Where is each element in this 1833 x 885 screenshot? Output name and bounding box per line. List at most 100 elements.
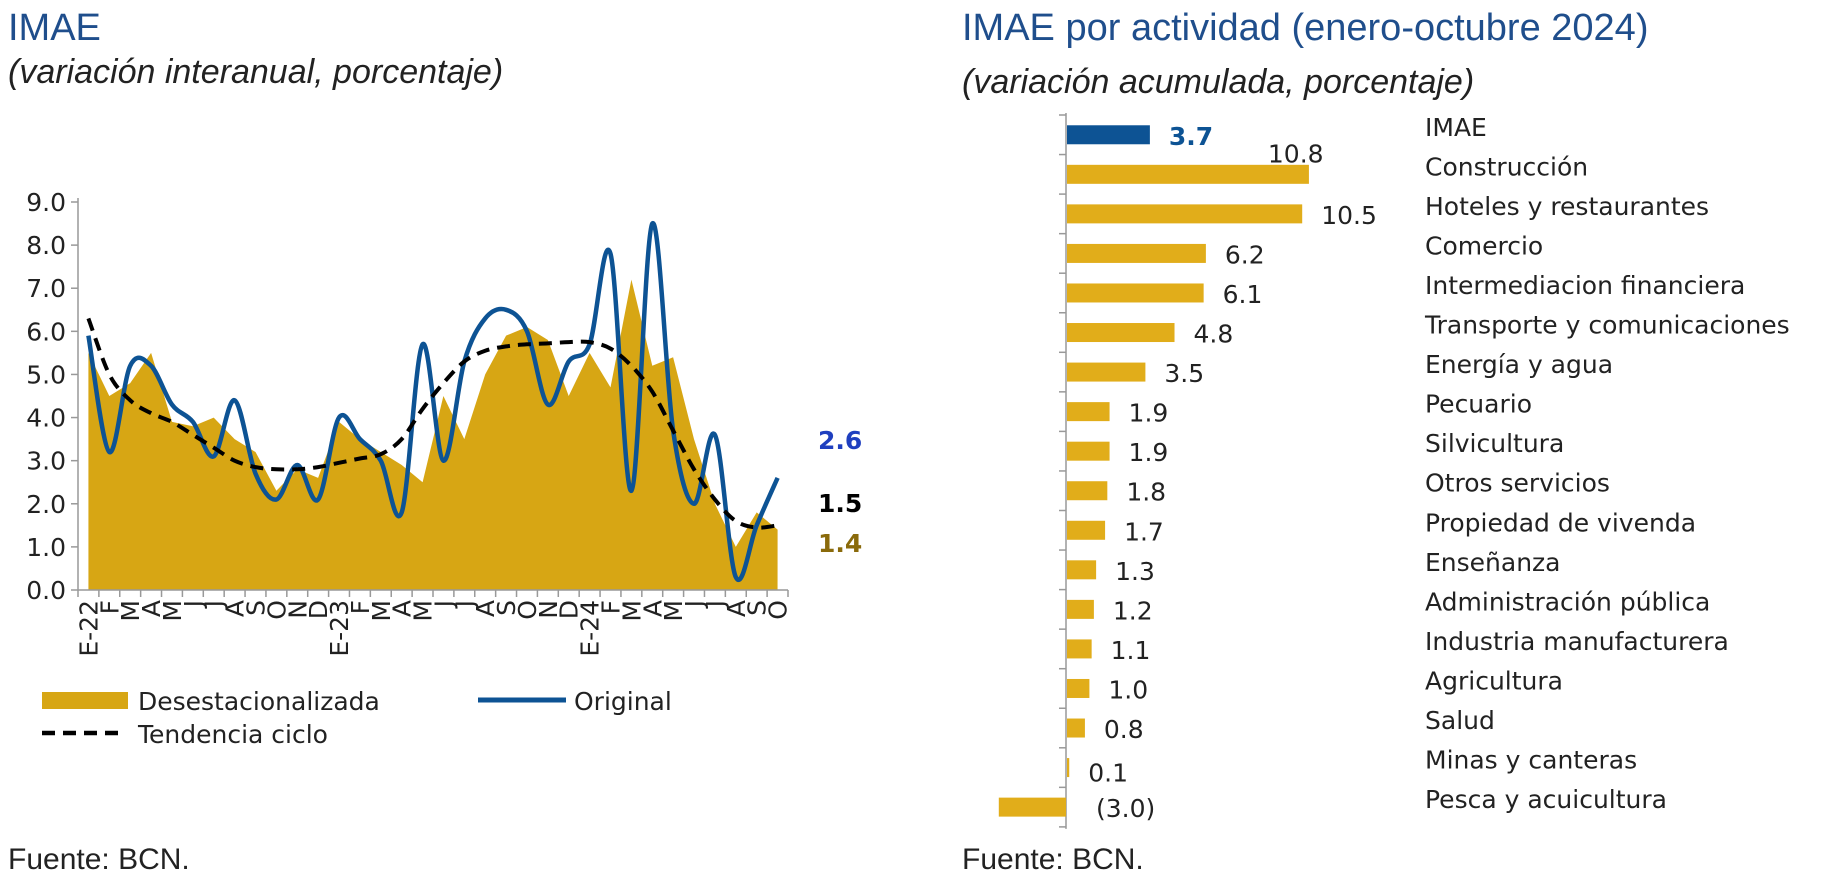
bar-category-label: Silvicultura [1425,429,1564,458]
x-tick-label: N [283,600,312,619]
bar-value-label: 1.7 [1124,517,1164,546]
x-tick-label: J [429,600,458,609]
bar-category-label: Minas y canteras [1425,746,1637,775]
bar-value-label: 1.0 [1108,675,1148,704]
x-tick-label: O [513,600,542,620]
x-tick-label: M [116,600,145,622]
x-tick-label: M [409,600,438,622]
bar-3 [1067,243,1206,263]
x-tick-label: M [617,600,646,622]
bar-5 [1067,323,1175,343]
bar-category-label: Enseñanza [1425,548,1561,577]
bar-category-label: Transporte y comunicaciones [1424,311,1790,340]
legend-swatch-desestacionalizada [42,692,128,709]
bar-value-label: 4.8 [1194,320,1234,349]
bar-14 [1067,678,1090,698]
bar-value-label: 10.8 [1268,139,1324,168]
x-tick-label: A [471,600,500,617]
bar-value-label: 0.8 [1104,715,1144,744]
left-chart-subtitle: (variación interanual, porcentaje) [8,53,504,91]
x-tick-label: J [450,600,479,609]
x-tick-label: D [304,600,333,619]
x-tick-label: A [388,600,417,617]
bar-11 [1067,560,1097,580]
bar-category-label: Administración pública [1425,587,1710,616]
series-tendencia-ciclo-line [86,317,778,530]
bar-value-label: 0.1 [1088,759,1128,788]
series-original-line [86,221,780,583]
bar-10 [1067,520,1106,540]
left-chart-source: Fuente: BCN. [8,843,190,876]
x-tick-label: A [221,600,250,617]
bar-4 [1067,283,1204,303]
bar-9 [1067,481,1108,501]
bar-category-label: Salud [1425,706,1495,735]
bar-value-label: 1.1 [1111,636,1151,665]
bar-value-label: 6.1 [1223,280,1263,309]
bar-category-label: Industria manufacturera [1425,627,1729,656]
x-tick-label: M [367,600,396,622]
y-tick-label: 8.0 [26,231,66,260]
y-tick-label: 3.0 [26,447,66,476]
y-tick-label: 2.0 [26,490,66,519]
x-tick-label: J [200,600,229,609]
x-tick-label: J [701,600,730,609]
bar-12 [1067,599,1094,619]
y-tick-label: 0.0 [26,576,66,605]
bar-16 [1067,758,1070,778]
imae-line-chart: 0.01.02.03.04.05.06.07.08.09.0E-22FMAMJJ… [26,188,862,749]
legend-label-original: Original [574,687,672,716]
bar-0 [1067,125,1150,145]
bar-value-label: 10.5 [1321,201,1377,230]
bar-category-label: Intermediacion financiera [1425,271,1745,300]
bar-value-label: 6.2 [1225,240,1265,269]
x-tick-label: M [158,600,187,622]
x-tick-label: F [597,600,626,614]
x-tick-label: A [722,600,751,617]
bar-value-label: 3.7 [1169,122,1213,151]
bar-value-label: (3.0) [1096,794,1155,823]
right-chart-subtitle: (variación acumulada, porcentaje) [962,63,1475,101]
bar-17 [998,797,1066,817]
x-tick-label: J [680,600,709,609]
x-tick-label: N [534,600,563,619]
bar-category-label: Propiedad de vivenda [1425,508,1696,537]
x-tick-label: F [346,600,375,614]
x-tick-label: J [179,600,208,609]
bar-category-label: Hoteles y restaurantes [1425,192,1709,221]
bar-category-label: Construcción [1425,152,1588,181]
x-tick-label: S [743,600,772,616]
bar-value-label: 1.3 [1115,557,1155,586]
y-tick-label: 9.0 [26,188,66,217]
x-tick-label: E-22 [74,600,103,657]
y-tick-label: 6.0 [26,317,66,346]
x-tick-label: F [95,600,124,614]
bar-category-label: Comercio [1425,231,1543,260]
bar-category-label: Pesca y acuicultura [1425,785,1667,814]
bar-value-label: 1.9 [1129,438,1169,467]
bar-category-label: Energía y agua [1425,350,1613,379]
end-value-label: 1.4 [818,529,862,558]
x-tick-label: A [137,600,166,617]
y-tick-label: 7.0 [26,274,66,303]
bar-7 [1067,402,1110,422]
bar-category-label: Otros servicios [1425,469,1610,498]
right-chart-source: Fuente: BCN. [962,843,1144,876]
end-value-label: 2.6 [818,426,862,455]
bar-value-label: 3.5 [1164,359,1204,388]
bar-value-label: 1.2 [1113,596,1153,625]
right-chart-title: IMAE por actividad (enero-octubre 2024) [962,7,1649,49]
x-tick-label: A [638,600,667,617]
bar-15 [1067,718,1085,738]
x-tick-label: O [262,600,291,620]
bar-category-label: IMAE [1425,113,1487,142]
bar-value-label: 1.8 [1126,478,1166,507]
bar-2 [1067,204,1303,224]
x-tick-label: E-24 [576,600,605,657]
x-tick-label: E-23 [325,600,354,657]
x-tick-label: D [555,600,584,619]
x-tick-label: O [764,600,793,620]
bar-value-label: 1.9 [1129,399,1169,428]
bar-13 [1067,639,1092,659]
